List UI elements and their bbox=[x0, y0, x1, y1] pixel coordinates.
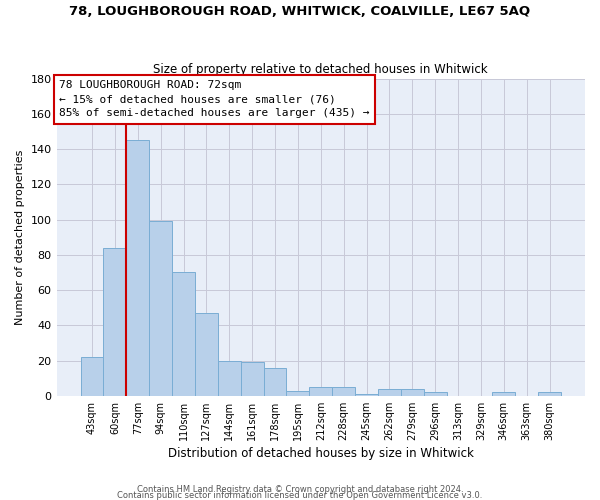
Bar bbox=[218, 360, 241, 396]
Bar bbox=[263, 368, 286, 396]
Text: Contains public sector information licensed under the Open Government Licence v3: Contains public sector information licen… bbox=[118, 491, 482, 500]
Bar bbox=[149, 222, 172, 396]
Bar bbox=[127, 140, 149, 396]
Bar bbox=[493, 392, 515, 396]
Y-axis label: Number of detached properties: Number of detached properties bbox=[15, 150, 25, 325]
Bar bbox=[80, 357, 103, 396]
Bar bbox=[355, 394, 378, 396]
Bar bbox=[172, 272, 195, 396]
Bar bbox=[538, 392, 561, 396]
Bar bbox=[103, 248, 127, 396]
Bar bbox=[241, 362, 263, 396]
Text: 78, LOUGHBOROUGH ROAD, WHITWICK, COALVILLE, LE67 5AQ: 78, LOUGHBOROUGH ROAD, WHITWICK, COALVIL… bbox=[70, 5, 530, 18]
Bar bbox=[195, 313, 218, 396]
X-axis label: Distribution of detached houses by size in Whitwick: Distribution of detached houses by size … bbox=[168, 447, 474, 460]
Bar bbox=[332, 387, 355, 396]
Bar bbox=[378, 389, 401, 396]
Title: Size of property relative to detached houses in Whitwick: Size of property relative to detached ho… bbox=[154, 63, 488, 76]
Bar bbox=[286, 390, 310, 396]
Bar bbox=[310, 387, 332, 396]
Bar bbox=[424, 392, 446, 396]
Text: Contains HM Land Registry data © Crown copyright and database right 2024.: Contains HM Land Registry data © Crown c… bbox=[137, 485, 463, 494]
Text: 78 LOUGHBOROUGH ROAD: 72sqm
← 15% of detached houses are smaller (76)
85% of sem: 78 LOUGHBOROUGH ROAD: 72sqm ← 15% of det… bbox=[59, 80, 370, 118]
Bar bbox=[401, 389, 424, 396]
